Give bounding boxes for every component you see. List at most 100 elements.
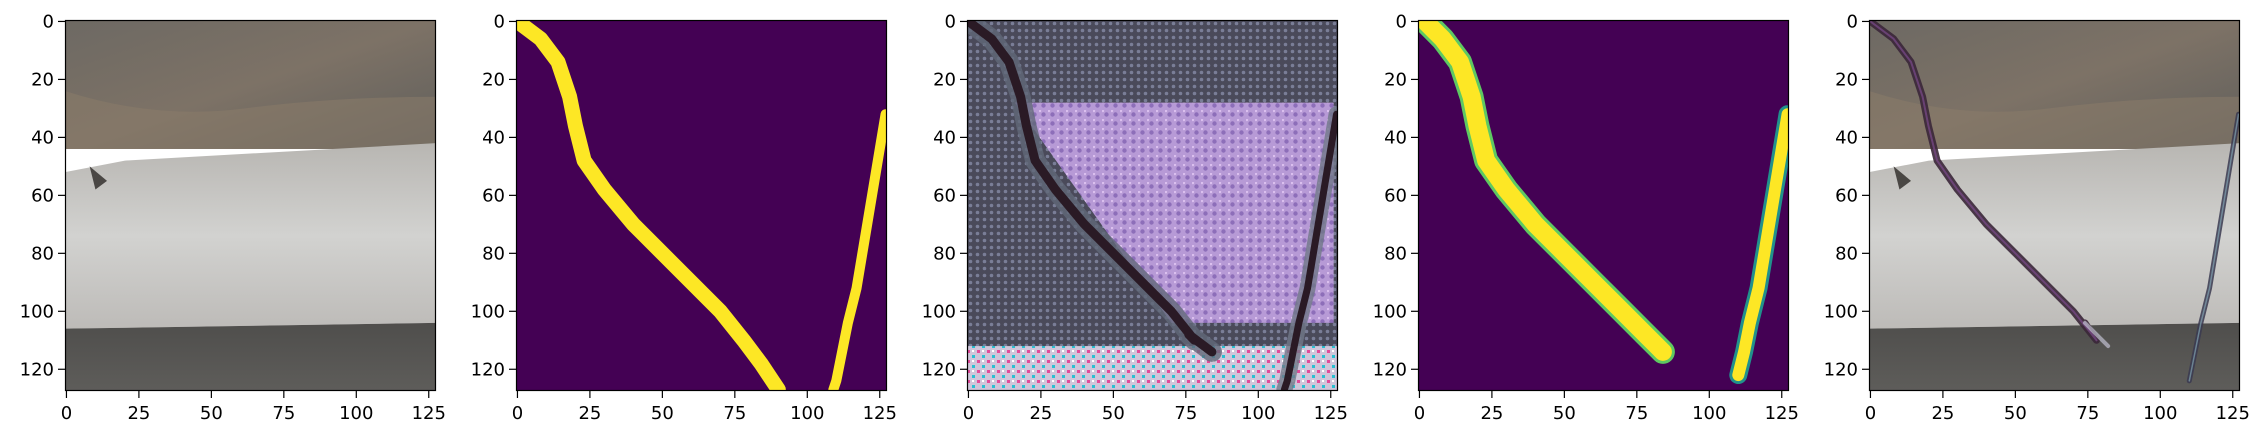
y-tick-label: 40 [1384, 127, 1407, 148]
x-tick-label: 50 [1553, 403, 1576, 424]
y-tick-label: 80 [31, 243, 54, 264]
y-tick-label: 20 [933, 69, 956, 90]
y-tick-label: 40 [933, 127, 956, 148]
y-tick-label: 0 [494, 11, 505, 32]
y-tick-label: 60 [1384, 185, 1407, 206]
soil-patch [1869, 91, 2240, 149]
x-tick-label: 25 [1480, 403, 1503, 424]
bottom-asphalt-region [1869, 322, 2240, 391]
y-tick-label: 20 [482, 69, 505, 90]
pred-crack-right [1732, 108, 1789, 382]
axes-4: 0 25 50 75 100 125 0 20 40 60 80 100 120 [1373, 11, 1799, 424]
generated-texture-panel [967, 20, 1338, 391]
x-tick-label: 100 [339, 403, 373, 424]
x-tick-label: 75 [1625, 403, 1648, 424]
x-tick-label: 100 [1241, 403, 1275, 424]
overlay-crack-left-tail [2082, 320, 2111, 349]
predicted-mask-panel [1418, 20, 1789, 391]
y-tick-label: 0 [43, 11, 54, 32]
x-tick-label: 0 [1414, 403, 1425, 424]
x-tick-label: 100 [2143, 403, 2177, 424]
y-tick-label: 120 [1373, 359, 1407, 380]
ground-truth-mask-panel [516, 20, 887, 391]
input-photo-panel [65, 20, 436, 391]
y-tick-label: 60 [933, 185, 956, 206]
y-tick-label: 80 [1384, 243, 1407, 264]
x-tick-label: 50 [1102, 403, 1125, 424]
y-tick-label: 0 [1396, 11, 1407, 32]
mask-background [1418, 20, 1789, 391]
x-tick-label: 0 [1865, 403, 1876, 424]
x-tick-label: 25 [578, 403, 601, 424]
soil-patch [65, 91, 436, 149]
overlay-crack-right-highlight [2188, 113, 2240, 382]
x-tick-label: 0 [512, 403, 523, 424]
axes-5: 0 25 50 75 100 125 0 20 40 60 80 100 120 [1824, 11, 2250, 424]
y-tick-label: 20 [31, 69, 54, 90]
y-tick-label: 0 [1847, 11, 1858, 32]
y-tick-label: 100 [471, 301, 505, 322]
synthetic-artifact-band [967, 346, 1338, 391]
x-tick-label: 100 [1692, 403, 1726, 424]
y-tick-label: 60 [31, 185, 54, 206]
y-tick-label: 120 [471, 359, 505, 380]
y-tick-label: 40 [482, 127, 505, 148]
x-tick-label: 25 [127, 403, 150, 424]
x-tick-label: 125 [1314, 403, 1348, 424]
y-tick-label: 120 [20, 359, 54, 380]
y-tick-label: 120 [1824, 359, 1858, 380]
x-tick-label: 75 [272, 403, 295, 424]
panel-frame [64, 19, 437, 392]
x-tick-label: 25 [1029, 403, 1052, 424]
x-tick-label: 0 [61, 403, 72, 424]
gt-crack-right [828, 109, 887, 391]
x-tick-label: 75 [2076, 403, 2099, 424]
axes-3: 0 25 50 75 100 125 0 20 40 60 80 100 120 [922, 11, 1348, 424]
y-tick-label: 100 [1373, 301, 1407, 322]
x-tick-label: 50 [200, 403, 223, 424]
axes-1: 0 25 50 75 100 125 0 20 40 60 80 100 120 [20, 11, 446, 424]
panel-frame [1868, 19, 2241, 392]
panel-frame [515, 19, 888, 392]
road-surface [1869, 143, 2240, 329]
x-tick-label: 50 [651, 403, 674, 424]
y-tick-label: 120 [922, 359, 956, 380]
x-tick-label: 125 [412, 403, 446, 424]
x-tick-label: 50 [2004, 403, 2027, 424]
y-tick-label: 40 [31, 127, 54, 148]
panel-frame [1417, 19, 1790, 392]
synthetic-purple-region [1014, 102, 1334, 323]
road-edge-notch [1893, 166, 1912, 190]
x-tick-label: 75 [723, 403, 746, 424]
synthetic-crack-left [967, 20, 1217, 357]
y-tick-label: 100 [1824, 301, 1858, 322]
x-tick-label: 125 [2216, 403, 2250, 424]
y-tick-label: 40 [1835, 127, 1858, 148]
overlay-panel [1869, 20, 2240, 391]
axes-2: 0 25 50 75 100 125 0 20 40 60 80 100 120 [471, 11, 897, 424]
bottom-asphalt-region [65, 322, 436, 391]
y-tick-label: 80 [933, 243, 956, 264]
x-tick-label: 25 [1931, 403, 1954, 424]
pred-crack-left [1418, 20, 1672, 361]
y-tick-label: 60 [1835, 185, 1858, 206]
y-tick-label: 80 [482, 243, 505, 264]
synthetic-crack-right [1280, 110, 1338, 391]
x-tick-label: 0 [963, 403, 974, 424]
x-tick-label: 125 [1765, 403, 1799, 424]
mask-background [516, 20, 887, 391]
panel-frame [966, 19, 1339, 392]
y-tick-label: 100 [922, 301, 956, 322]
overlay-crack-left-highlight [1869, 20, 2098, 342]
y-tick-label: 80 [1835, 243, 1858, 264]
x-tick-label: 125 [863, 403, 897, 424]
y-tick-label: 20 [1835, 69, 1858, 90]
y-tick-label: 0 [945, 11, 956, 32]
road-edge-notch [89, 166, 108, 190]
x-tick-label: 100 [790, 403, 824, 424]
y-tick-label: 100 [20, 301, 54, 322]
y-tick-label: 60 [482, 185, 505, 206]
x-tick-label: 75 [1174, 403, 1197, 424]
gt-crack-left [516, 20, 786, 391]
